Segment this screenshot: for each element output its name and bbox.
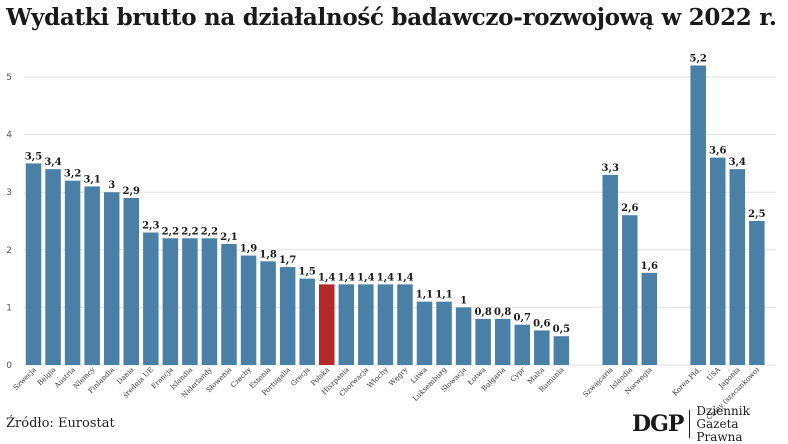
logo-words: Dziennik Gazeta Prawna <box>696 403 788 444</box>
logo-mark: DGP <box>632 411 684 437</box>
data-label: 0,5 <box>553 324 570 335</box>
data-label: 3 <box>108 180 115 191</box>
data-label: 2,9 <box>123 186 140 197</box>
bar <box>182 238 198 365</box>
bar <box>622 215 638 365</box>
data-label: 1,4 <box>338 272 355 283</box>
data-label: 3,5 <box>25 151 42 162</box>
data-label: 1,9 <box>240 244 257 255</box>
bar <box>710 157 726 365</box>
y-tick-label: 2 <box>6 246 12 256</box>
bar <box>475 318 491 365</box>
data-label: 3,6 <box>709 146 726 157</box>
data-label: 2,2 <box>162 226 179 237</box>
dgp-logo: DGP Dziennik Gazeta Prawna <box>632 404 788 443</box>
bar <box>553 336 570 365</box>
data-label: 0,8 <box>494 307 511 318</box>
data-label: 1,4 <box>377 272 394 283</box>
data-label: 2,2 <box>181 226 198 237</box>
x-tick-label: Włochy <box>366 366 390 390</box>
y-tick-label: 4 <box>6 131 12 141</box>
bar <box>201 238 218 365</box>
y-tick-label: 5 <box>6 73 12 83</box>
x-tick-label: Cypr <box>509 365 527 383</box>
data-label: 0,6 <box>533 318 550 329</box>
data-label: 2,5 <box>748 209 765 220</box>
y-tick-label: 3 <box>6 188 12 198</box>
bar <box>84 186 100 365</box>
bar <box>749 221 765 365</box>
y-axis-ticks: 0 1 2 3 4 5 <box>6 73 12 371</box>
x-tick-label: Węgry <box>387 366 409 388</box>
data-label: 1,5 <box>298 267 315 278</box>
bar <box>397 284 413 365</box>
bar <box>162 238 179 365</box>
bar <box>123 197 139 365</box>
data-label: 1,4 <box>396 272 413 283</box>
logo-divider <box>689 410 691 438</box>
data-label: 1 <box>460 295 467 306</box>
data-label: 1,1 <box>435 290 452 301</box>
data-label: 2,1 <box>220 232 237 243</box>
bar <box>416 301 433 365</box>
bar <box>299 278 315 365</box>
y-tick-label: 1 <box>6 303 12 313</box>
x-tick-label: Grecja <box>289 366 311 388</box>
bar <box>64 180 81 365</box>
data-label: 3,4 <box>44 157 61 168</box>
data-label: 2,6 <box>621 203 638 214</box>
data-label: 1,1 <box>416 290 433 301</box>
bar <box>436 301 452 365</box>
data-label: 2,2 <box>201 226 218 237</box>
bar <box>690 65 706 365</box>
data-label: 5,2 <box>689 53 706 64</box>
data-label: 0,8 <box>474 307 491 318</box>
x-tick-label: Korea Płd. <box>671 366 703 398</box>
data-label: 3,2 <box>64 169 81 180</box>
bar <box>279 267 296 365</box>
data-label: 2,3 <box>142 221 159 232</box>
bar <box>534 330 550 365</box>
data-label: 1,8 <box>259 249 276 260</box>
bars <box>25 65 765 365</box>
bar <box>729 169 746 365</box>
bar <box>103 192 120 365</box>
data-label: 1,4 <box>318 272 335 283</box>
bar <box>319 284 335 365</box>
y-tick-label: 0 <box>6 361 12 371</box>
bar <box>338 284 355 365</box>
x-tick-label: Szwajcaria <box>582 366 615 399</box>
bar <box>358 284 374 365</box>
bar <box>45 169 61 365</box>
data-label: 3,1 <box>83 174 100 185</box>
value-labels: 3,53,43,23,132,92,32,2 2,2 2,22,11,91,81,7… <box>25 53 766 335</box>
data-label: 3,3 <box>602 163 619 174</box>
logo-line-2: Gazeta Prawna <box>696 416 743 444</box>
data-label: 3,4 <box>729 157 746 168</box>
bar <box>260 261 276 365</box>
data-label: 0,7 <box>514 313 531 324</box>
bar <box>641 272 658 365</box>
data-label: 1,7 <box>279 255 296 266</box>
source-note: Źródło: Eurostat <box>6 416 115 431</box>
data-label: 1,4 <box>357 272 374 283</box>
bar <box>602 174 618 365</box>
bar <box>240 255 257 365</box>
x-tick-label: USA <box>705 365 722 382</box>
logo-line-1: Dziennik <box>696 403 750 418</box>
x-tick-label: Szwecja <box>12 366 38 392</box>
bar <box>514 324 530 365</box>
data-label: 1,6 <box>641 261 658 272</box>
chart-title: Wydatki brutto na działalność badawczo-r… <box>6 4 777 31</box>
bar <box>377 284 394 365</box>
bar <box>143 232 159 365</box>
bar <box>25 163 42 365</box>
bar <box>221 244 237 365</box>
bar <box>455 307 472 365</box>
bar <box>494 318 511 365</box>
